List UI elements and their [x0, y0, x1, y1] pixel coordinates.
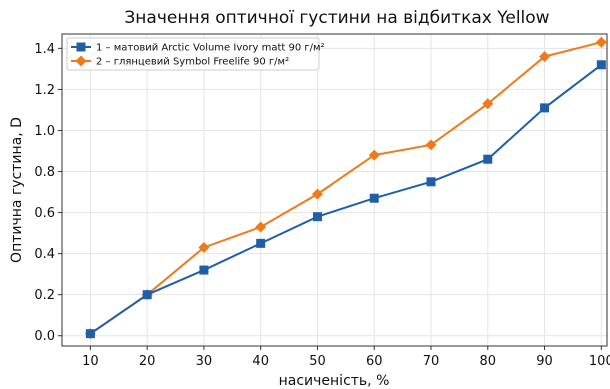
x-tick-label: 20 — [139, 354, 156, 369]
series-2-point — [425, 139, 437, 151]
series-2-point — [368, 149, 380, 161]
series-2-line — [89, 41, 602, 335]
y-tick-label: 0.8 — [34, 165, 55, 180]
y-axis-label: Оптична густина, D — [9, 117, 25, 263]
series-2-point — [482, 98, 494, 110]
x-tick-label: 40 — [252, 354, 269, 369]
grid — [62, 34, 607, 346]
series-1-point — [199, 265, 209, 275]
legend-1-marker — [76, 42, 86, 52]
legend-2-label: 2 – глянцевий Symbol Freelife 90 г/м² — [96, 57, 289, 68]
x-tick-label: 10 — [82, 354, 99, 369]
series-1-point — [369, 193, 379, 203]
series-1-point — [483, 154, 493, 164]
y-tick-label: 1.0 — [34, 124, 55, 139]
series-1-point — [596, 60, 606, 70]
y-tick-label: 1.4 — [34, 42, 55, 57]
series-1-point — [426, 177, 436, 187]
x-tick-label: 70 — [423, 354, 440, 369]
x-tick-label: 80 — [480, 354, 497, 369]
series-1-line — [89, 63, 602, 335]
x-tick-label: 90 — [536, 354, 553, 369]
x-tick-label: 50 — [309, 354, 326, 369]
series-group — [84, 36, 607, 340]
series-1-point — [256, 238, 266, 248]
series-2-point — [311, 188, 323, 200]
x-axis-label: насиченість, % — [279, 373, 390, 389]
series-2-point — [255, 221, 267, 233]
legend: 1 – матовий Arctic Volume Ivory matt 90 … — [66, 37, 325, 71]
chart-title: Значення оптичної густини на відбитках Y… — [124, 8, 549, 28]
x-tick-label: 60 — [366, 354, 383, 369]
series-1-point — [142, 290, 152, 300]
y-tick-label: 1.2 — [34, 83, 55, 98]
y-tick-label: 0.0 — [34, 329, 55, 344]
series-2-point — [198, 241, 210, 253]
series-1-point — [85, 329, 95, 339]
plot-area-frame — [61, 33, 608, 347]
y-tick-label: 0.4 — [34, 247, 55, 262]
axis-ticks: 10 20 30 40 50 60 70 80 90 100 0.0 0.2 0.4 0.6 0.8 1.0 1… — [34, 42, 610, 369]
legend-2-marker — [75, 55, 87, 67]
series-1-point — [540, 103, 550, 113]
y-tick-label: 0.2 — [34, 288, 55, 303]
legend-1-label: 1 – матовий Arctic Volume Ivory matt 90 … — [96, 43, 325, 54]
series-2-point — [595, 36, 607, 48]
series-2-point — [539, 51, 551, 63]
x-tick-label: 100 — [589, 354, 610, 369]
x-tick-label: 30 — [196, 354, 213, 369]
y-tick-label: 0.6 — [34, 206, 55, 221]
legend-box — [66, 37, 320, 71]
series-1-point — [312, 212, 322, 222]
